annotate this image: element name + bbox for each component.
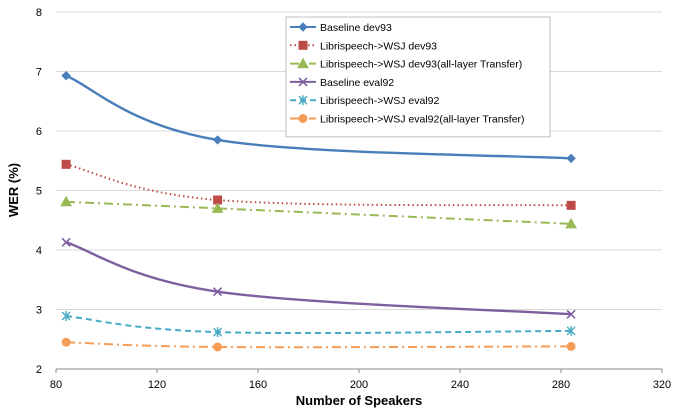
legend-swatch-marker [298,40,308,50]
y-tick-label: 2 [36,364,42,376]
data-point [213,342,223,352]
data-point [211,202,224,213]
series-4 [61,237,576,319]
x-tick-label: 280 [552,379,570,391]
x-tick-label: 200 [350,379,368,391]
series-line [66,341,572,349]
y-axis-title: WER (%) [6,163,21,217]
y-tick-label: 4 [36,245,42,257]
legend-item: Librispeech->WSJ eval92(all-layer Transf… [290,114,525,126]
data-point [61,159,71,169]
data-point [566,325,576,336]
legend-swatch-marker [298,95,308,106]
x-tick-label: 160 [249,379,267,391]
x-tick-label: 80 [50,379,62,391]
data-point [61,337,71,347]
legend-item: Librispeech->WSJ eval92 [290,95,440,107]
legend-swatch-marker [298,77,308,87]
data-point [212,135,223,145]
legend-label: Librispeech->WSJ eval92 [320,95,440,107]
legend-box [285,16,551,138]
x-tick-label: 320 [653,379,671,391]
legend-label: Baseline eval92 [320,77,394,89]
legend-item: Librispeech->WSJ dev93 [290,40,437,52]
y-tick-label: 3 [36,305,42,317]
data-point [61,70,71,81]
series-line [65,163,572,207]
legend: Baseline dev93 Librispeech->WSJ dev93 Libr… [285,16,551,138]
series-line [65,74,572,160]
series-line [65,241,572,316]
legend-item: Baseline eval92 [290,77,394,89]
y-tick-label: 7 [36,67,42,79]
legend-swatch-marker [297,57,309,69]
legend-swatch-marker [298,22,308,32]
series-5 [61,311,576,338]
legend-item: Baseline dev93 [290,22,392,34]
data-point [566,341,576,351]
series-line [66,200,572,225]
x-axis-ticks: 80 120 160 200 240 280 320 [50,369,671,391]
data-point [566,200,576,210]
y-tick-label: 6 [36,126,42,138]
legend-label: Librispeech->WSJ dev93(all-layer Transfe… [320,59,522,71]
data-point [213,327,223,338]
x-axis-title: Number of Speakers [296,393,422,408]
series-3 [60,195,577,229]
data-point [566,309,576,319]
data-point [60,195,72,207]
x-tick-label: 240 [451,379,469,391]
series-line [65,315,572,335]
legend-swatch-marker [298,114,308,123]
series-6 [61,337,576,352]
data-point [61,311,71,322]
data-point [565,217,577,229]
y-axis-ticks: 2 3 4 5 6 7 8 [36,7,42,376]
data-point [566,153,576,164]
series-group [60,70,577,352]
legend-label: Baseline dev93 [320,22,392,34]
y-tick-label: 5 [36,186,42,198]
legend-label: Librispeech->WSJ eval92(all-layer Transf… [320,114,525,126]
y-tick-label: 8 [36,7,42,19]
data-point [213,287,223,297]
x-tick-label: 120 [148,379,166,391]
legend-item: Librispeech->WSJ dev93(all-layer Transfe… [290,57,522,71]
series-2 [61,159,576,210]
series-1 [61,70,576,164]
data-point [61,237,71,247]
legend-label: Librispeech->WSJ dev93 [320,40,437,52]
